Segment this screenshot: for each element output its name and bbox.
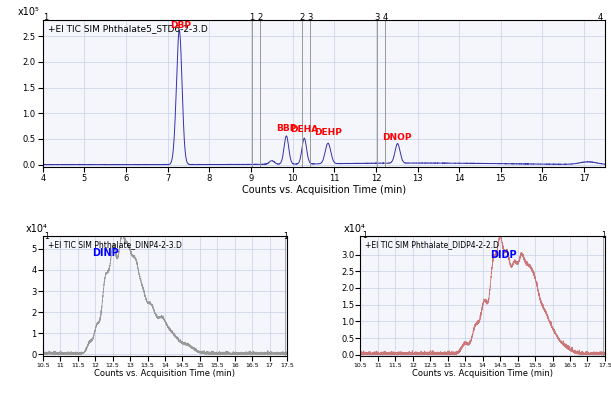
Text: 1: 1 (283, 232, 288, 241)
Text: x10⁵: x10⁵ (18, 7, 39, 17)
X-axis label: Counts vs. Acquisition Time (min): Counts vs. Acquisition Time (min) (242, 185, 406, 195)
Text: x10⁴: x10⁴ (343, 224, 365, 234)
Text: DEHA: DEHA (290, 126, 318, 134)
Text: DBP: DBP (170, 21, 191, 30)
Text: 1: 1 (43, 13, 48, 22)
Text: DNOP: DNOP (382, 133, 411, 142)
Text: DEHP: DEHP (314, 128, 342, 137)
Text: 1: 1 (362, 230, 367, 240)
Text: DIDP: DIDP (490, 249, 517, 259)
Text: 2: 2 (299, 13, 304, 22)
Text: 4: 4 (382, 13, 387, 22)
Text: DINP: DINP (92, 248, 119, 258)
Text: x10⁴: x10⁴ (26, 224, 48, 234)
Text: 2: 2 (257, 13, 263, 22)
Text: 4: 4 (598, 13, 603, 22)
X-axis label: Counts vs. Acquisition Time (min): Counts vs. Acquisition Time (min) (95, 369, 235, 378)
Text: 1: 1 (249, 13, 254, 22)
Text: 3: 3 (374, 13, 379, 22)
Text: BBP: BBP (276, 124, 296, 133)
X-axis label: Counts vs. Acquisition Time (min): Counts vs. Acquisition Time (min) (412, 369, 553, 378)
Text: +EI TIC SIM Phthalate_DIDP4-2-2.D: +EI TIC SIM Phthalate_DIDP4-2-2.D (365, 240, 499, 249)
Text: 1: 1 (601, 230, 606, 240)
Text: +EI TIC SIM Phthalate_DINP4-2-3.D: +EI TIC SIM Phthalate_DINP4-2-3.D (48, 240, 181, 249)
Text: +EI TIC SIM Phthalate5_STD6-2-3.D: +EI TIC SIM Phthalate5_STD6-2-3.D (48, 24, 208, 33)
Text: 1: 1 (45, 232, 49, 241)
Text: 3: 3 (307, 13, 313, 22)
